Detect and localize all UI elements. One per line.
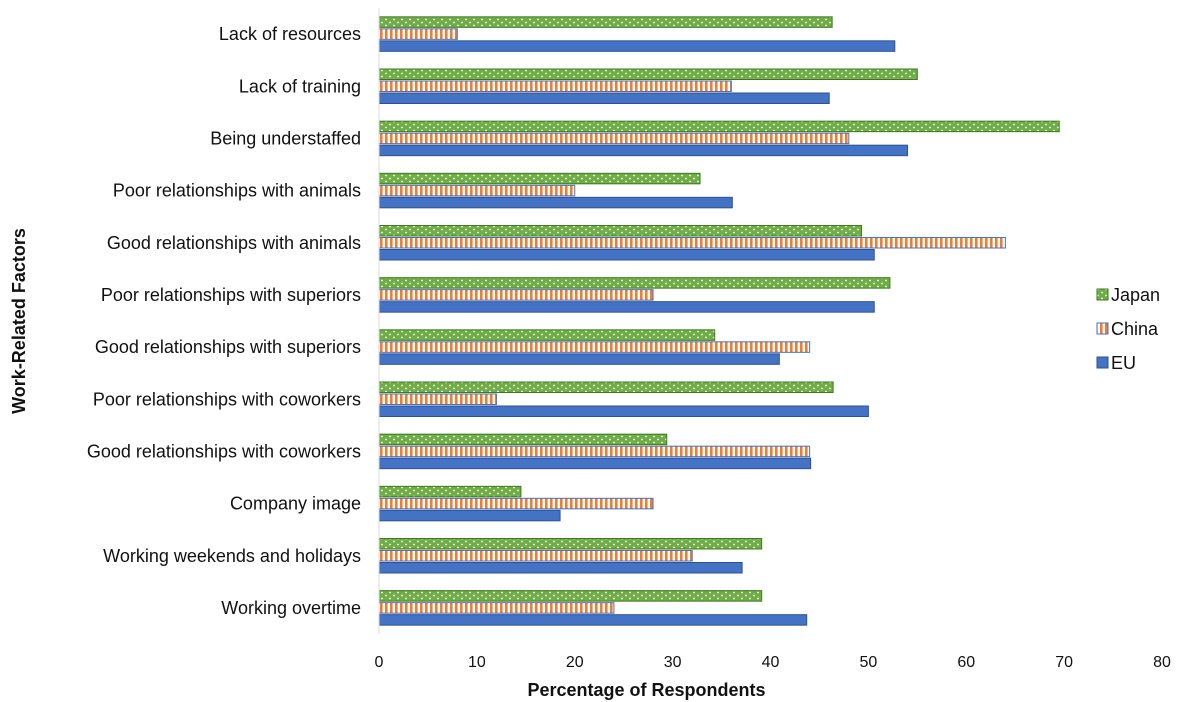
- bar-china-lack-of-resources: [378, 28, 458, 40]
- x-tick-label: 0: [375, 654, 384, 671]
- legend-swatch-japan: [1096, 288, 1109, 301]
- bar-japan-good-relationships-with-superiors: [378, 329, 716, 341]
- bar-japan-working-overtime: [378, 590, 763, 602]
- bar-china-good-relationships-with-superiors: [378, 341, 811, 353]
- bar-eu-working-weekends-and-holidays: [378, 562, 743, 574]
- x-tick-label: 40: [762, 654, 780, 671]
- bar-japan-lack-of-training: [378, 68, 918, 80]
- bar-china-working-overtime: [378, 602, 615, 614]
- bar-japan-good-relationships-with-animals: [378, 225, 863, 237]
- legend-label-eu: EU: [1111, 353, 1136, 373]
- category-label: Lack of training: [239, 76, 361, 96]
- legend-swatch-china: [1096, 322, 1109, 335]
- bar-japan-poor-relationships-with-superiors: [378, 277, 891, 289]
- bar-china-lack-of-training: [378, 80, 732, 92]
- category-label: Company image: [230, 494, 361, 514]
- bar-japan-good-relationships-with-coworkers: [378, 433, 668, 446]
- bar-eu-working-overtime: [378, 614, 808, 626]
- legend-label-japan: Japan: [1111, 285, 1160, 305]
- category-label: Working weekends and holidays: [103, 546, 361, 566]
- bar-china-poor-relationships-with-animals: [378, 184, 576, 197]
- category-label: Good relationships with coworkers: [87, 441, 361, 461]
- bar-china-good-relationships-with-animals: [378, 237, 1006, 249]
- bar-japan-working-weekends-and-holidays: [378, 538, 763, 550]
- bar-china-good-relationships-with-coworkers: [378, 445, 811, 458]
- x-tick-label: 80: [1153, 654, 1171, 671]
- category-label: Good relationships with superiors: [95, 337, 361, 357]
- bar-japan-poor-relationships-with-coworkers: [378, 381, 834, 393]
- bar-japan-company-image: [378, 485, 522, 498]
- category-label: Lack of resources: [219, 24, 361, 44]
- bar-eu-poor-relationships-with-animals: [378, 196, 733, 209]
- bar-eu-company-image: [378, 509, 561, 522]
- bar-eu-good-relationships-with-coworkers: [378, 457, 812, 470]
- bar-china-company-image: [378, 497, 654, 510]
- category-label: Working overtime: [221, 598, 361, 618]
- x-tick-label: 70: [1055, 654, 1073, 671]
- category-label: Poor relationships with superiors: [101, 285, 361, 305]
- category-label: Being understaffed: [210, 128, 361, 148]
- bar-eu-poor-relationships-with-coworkers: [378, 405, 869, 417]
- legend: Japan China EU: [1096, 285, 1160, 373]
- x-tick-label: 50: [859, 654, 877, 671]
- bar-eu-poor-relationships-with-superiors: [378, 301, 875, 313]
- legend-label-china: China: [1111, 319, 1159, 339]
- category-label: Poor relationships with coworkers: [93, 389, 361, 409]
- category-label: Poor relationships with animals: [113, 181, 361, 201]
- bar-china-working-weekends-and-holidays: [378, 550, 693, 562]
- bar-china-poor-relationships-with-superiors: [378, 289, 654, 301]
- x-axis-title: Percentage of Respondents: [527, 680, 765, 700]
- bar-japan-poor-relationships-with-animals: [378, 172, 701, 185]
- bar-japan-lack-of-resources: [378, 16, 833, 28]
- bar-china-poor-relationships-with-coworkers: [378, 393, 497, 405]
- category-label: Good relationships with animals: [107, 233, 361, 253]
- bar-eu-good-relationships-with-animals: [378, 249, 875, 261]
- x-tick-label: 20: [566, 654, 584, 671]
- x-tick-label: 30: [664, 654, 682, 671]
- y-axis-title: Work-Related Factors: [9, 228, 29, 414]
- bar-eu-lack-of-resources: [378, 40, 896, 52]
- x-tick-label: 10: [468, 654, 486, 671]
- x-tick-label: 60: [957, 654, 975, 671]
- plot-area: Lack of resources Lack of training Being u…: [9, 8, 1171, 700]
- legend-swatch-eu: [1096, 356, 1109, 369]
- bar-eu-lack-of-training: [378, 92, 830, 104]
- bar-eu-being-understaffed: [378, 144, 909, 157]
- bar-eu-good-relationships-with-superiors: [378, 353, 780, 365]
- bar-japan-being-understaffed: [378, 120, 1060, 133]
- bar-china-being-understaffed: [378, 132, 850, 145]
